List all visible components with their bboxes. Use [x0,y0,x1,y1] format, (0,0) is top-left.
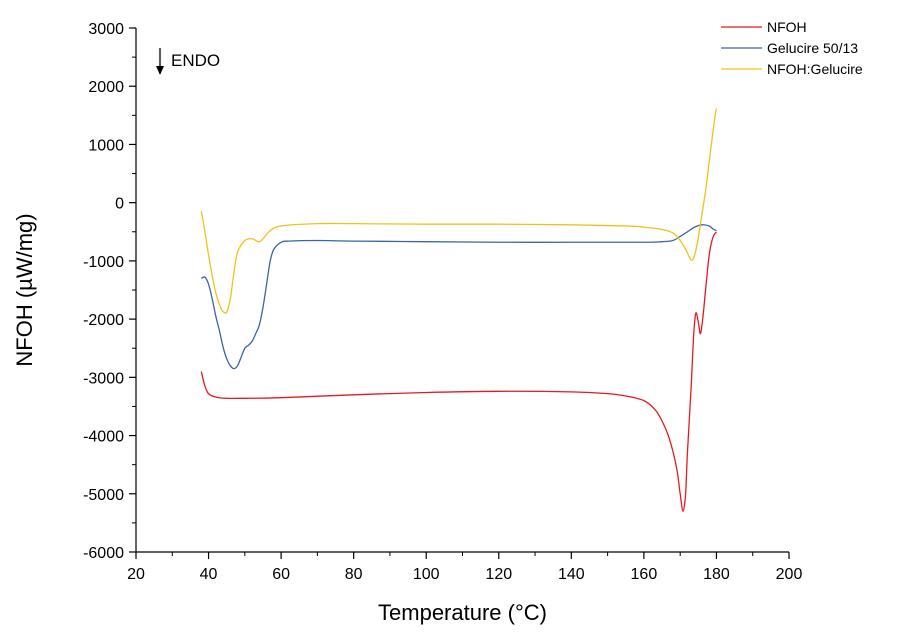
x-axis-title: Temperature (°C) [378,600,547,625]
x-tick-label: 160 [631,566,658,583]
x-tick-label: 20 [127,566,145,583]
y-tick-label: -5000 [83,487,124,504]
y-tick-label: 2000 [88,79,124,96]
endo-annotation: ENDO [156,48,220,75]
legend-label: NFOH [767,19,807,35]
x-tick-label: 100 [413,566,440,583]
x-tick-label: 40 [200,566,218,583]
series-line-nfoh [200,231,717,512]
endo-label: ENDO [171,51,220,70]
series-line-gelucire-50-13 [200,224,717,370]
y-tick-label: -2000 [83,312,124,329]
y-tick-label: 1000 [88,137,124,154]
y-axis-title: NFOH (µW/mg) [12,213,37,366]
series-line-nfoh-gelucire [200,108,718,314]
legend-label: Gelucire 50/13 [767,40,858,56]
y-tick-label: -6000 [83,545,124,562]
legend: NFOH Gelucire 50/13 NFOH:Gelucire [721,19,863,77]
x-tick-label: 200 [776,566,803,583]
x-tick-label: 140 [558,566,585,583]
x-tick-label: 120 [485,566,512,583]
y-tick-label: 0 [115,196,124,213]
legend-label: NFOH:Gelucire [767,61,863,77]
y-tick-label: -1000 [83,254,124,271]
x-tick-label: 80 [345,566,363,583]
series-layer [200,108,718,512]
endo-arrow-head [156,66,164,75]
x-tick-label: 60 [272,566,290,583]
y-tick-label: 3000 [88,21,124,38]
y-tick-label: -4000 [83,429,124,446]
axes: 20 40 60 80 100 120 140 160 180 200 -6000 -5000 -400… [83,21,802,583]
y-tick-label: -3000 [83,370,124,387]
x-tick-label: 180 [703,566,730,583]
